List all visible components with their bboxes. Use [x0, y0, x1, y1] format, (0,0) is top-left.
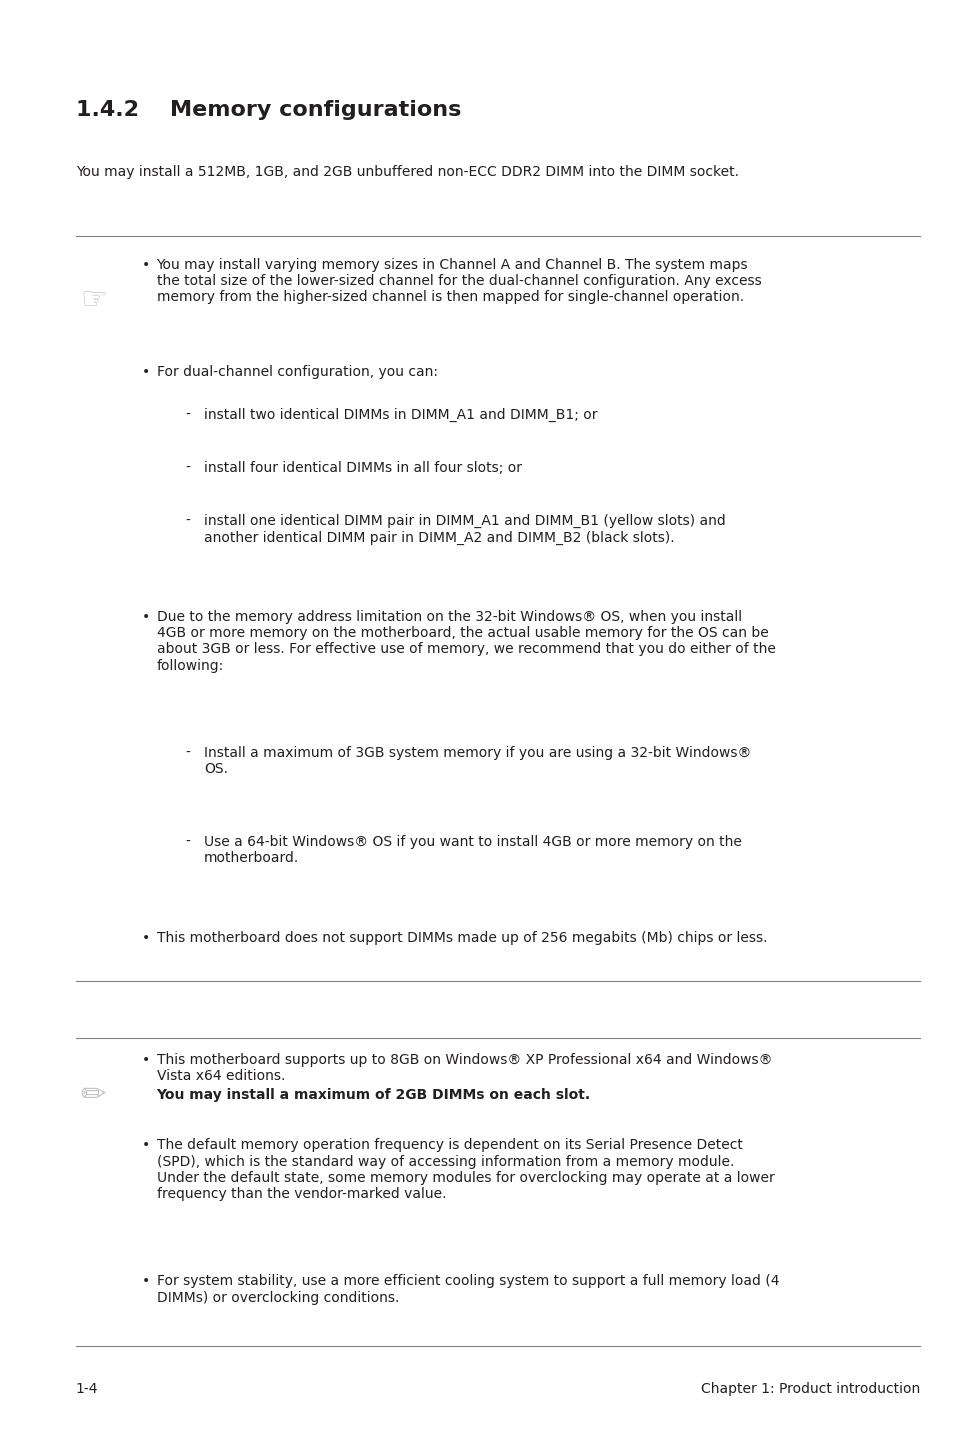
Text: ☞: ☞	[81, 286, 108, 315]
Text: For dual-channel configuration, you can:: For dual-channel configuration, you can:	[156, 365, 437, 379]
Text: Due to the memory address limitation on the 32-bit Windows® OS, when you install: Due to the memory address limitation on …	[156, 610, 775, 673]
Text: •: •	[142, 1053, 151, 1067]
Text: install two identical DIMMs in DIMM_A1 and DIMM_B1; or: install two identical DIMMs in DIMM_A1 a…	[204, 408, 597, 422]
Text: For system stability, use a more efficient cooling system to support a full memo: For system stability, use a more efficie…	[156, 1274, 779, 1305]
Text: -: -	[185, 461, 190, 475]
Text: ✏: ✏	[81, 1081, 106, 1110]
Text: -: -	[185, 835, 190, 849]
Text: •: •	[142, 1274, 151, 1289]
Text: install four identical DIMMs in all four slots; or: install four identical DIMMs in all four…	[204, 461, 521, 475]
Text: 1-4: 1-4	[76, 1382, 98, 1396]
Text: Use a 64-bit Windows® OS if you want to install 4GB or more memory on the
mother: Use a 64-bit Windows® OS if you want to …	[204, 835, 741, 865]
Text: 1.4.2    Memory configurations: 1.4.2 Memory configurations	[76, 100, 461, 120]
Text: •: •	[142, 365, 151, 379]
Text: This motherboard supports up to 8GB on Windows® XP Professional x64 and Windows®: This motherboard supports up to 8GB on W…	[156, 1053, 771, 1083]
Text: •: •	[142, 610, 151, 624]
Text: You may install a 512MB, 1GB, and 2GB unbuffered non-ECC DDR2 DIMM into the DIMM: You may install a 512MB, 1GB, and 2GB un…	[76, 165, 739, 179]
Text: •: •	[142, 931, 151, 945]
Text: -: -	[185, 408, 190, 422]
Text: This motherboard does not support DIMMs made up of 256 megabits (Mb) chips or le: This motherboard does not support DIMMs …	[156, 931, 766, 945]
Text: -: -	[185, 514, 190, 528]
Text: Install a maximum of 3GB system memory if you are using a 32-bit Windows®
OS.: Install a maximum of 3GB system memory i…	[204, 746, 751, 776]
Text: install one identical DIMM pair in DIMM_A1 and DIMM_B1 (yellow slots) and
anothe: install one identical DIMM pair in DIMM_…	[204, 514, 725, 544]
Text: •: •	[142, 1138, 151, 1153]
Text: You may install a maximum of 2GB DIMMs on each slot.: You may install a maximum of 2GB DIMMs o…	[156, 1088, 590, 1103]
Text: •: •	[142, 258, 151, 272]
Text: The default memory operation frequency is dependent on its Serial Presence Detec: The default memory operation frequency i…	[156, 1138, 774, 1201]
Text: You may install varying memory sizes in Channel A and Channel B. The system maps: You may install varying memory sizes in …	[156, 258, 760, 304]
Text: -: -	[185, 746, 190, 760]
Text: Chapter 1: Product introduction: Chapter 1: Product introduction	[700, 1382, 920, 1396]
